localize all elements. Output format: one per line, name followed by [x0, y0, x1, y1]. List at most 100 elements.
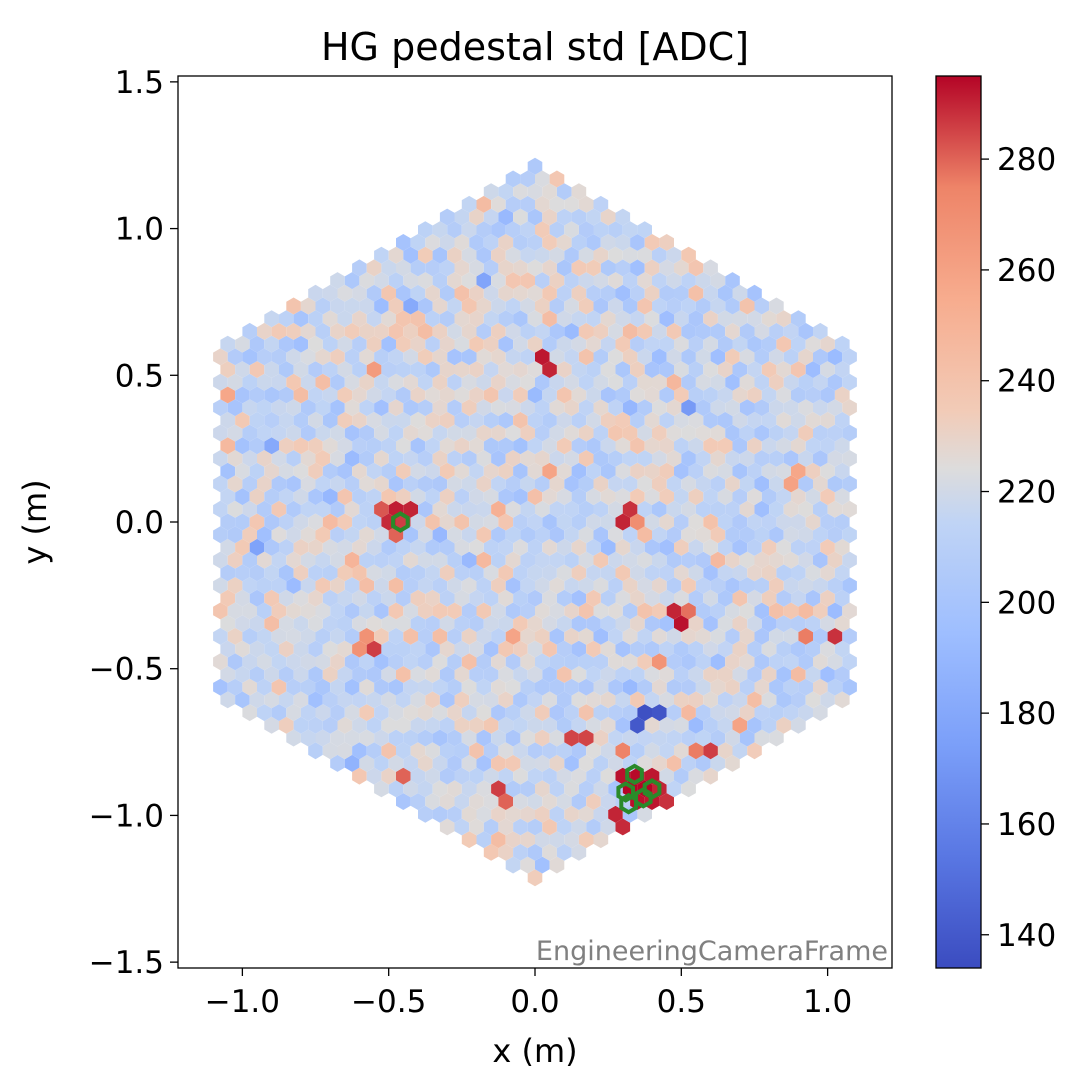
camera-pixel [586, 259, 601, 277]
camera-pixel [235, 538, 250, 556]
camera-pixel [747, 335, 762, 353]
camera-pixel [659, 437, 674, 455]
camera-pixel [403, 602, 418, 620]
camera-pixel [418, 373, 433, 391]
camera-pixel [820, 462, 835, 480]
camera-pixel [235, 691, 250, 709]
camera-pixel [505, 577, 521, 594]
camera-pixel [403, 450, 418, 467]
camera-pixel [461, 475, 477, 493]
camera-pixel [615, 310, 631, 328]
camera-pixel [666, 373, 682, 391]
camera-pixel [666, 729, 682, 747]
camera-pixel [747, 742, 762, 760]
camera-pixel [659, 361, 674, 378]
camera-pixel [293, 488, 309, 506]
camera-pixel [454, 793, 470, 810]
camera-pixel [220, 335, 236, 353]
camera-pixel [556, 411, 572, 429]
camera-pixel [461, 729, 477, 747]
camera-pixel [652, 602, 667, 620]
camera-pixel [491, 450, 506, 467]
camera-pixel [615, 742, 631, 760]
camera-pixel [374, 754, 389, 772]
camera-pixel [432, 805, 448, 823]
camera-pixel [257, 526, 272, 544]
camera-pixel [513, 284, 528, 302]
camera-pixel [235, 589, 250, 607]
camera-pixel [469, 742, 484, 760]
camera-pixel [674, 284, 689, 302]
camera-pixel [549, 805, 565, 823]
camera-pixel [666, 246, 682, 264]
camera-pixel [564, 653, 579, 671]
camera-pixel [586, 742, 601, 760]
camera-pixel [542, 716, 557, 734]
camera-pixel [578, 450, 594, 467]
camera-pixel [476, 831, 492, 849]
camera-pixel [344, 754, 360, 772]
camera-pixel [578, 602, 594, 620]
camera-pixel [227, 348, 243, 366]
camera-pixel [644, 538, 660, 556]
camera-pixel [300, 653, 316, 671]
camera-pixel [447, 754, 462, 772]
colorbar-tick-label: 160 [997, 807, 1056, 843]
camera-pixel [359, 348, 375, 366]
camera-pixel [418, 754, 433, 772]
camera-pixel [791, 335, 806, 353]
camera-pixel [469, 818, 484, 836]
camera-pixel [461, 678, 477, 696]
camera-pixel [483, 361, 499, 378]
camera-pixel [300, 577, 316, 594]
camera-pixel [344, 551, 360, 569]
camera-pixel [447, 322, 462, 340]
camera-pixel [593, 424, 609, 442]
camera-pixel [293, 513, 309, 531]
camera-pixel [535, 399, 550, 417]
camera-pixel [315, 526, 331, 544]
camera-pixel [593, 780, 609, 798]
camera-pixel [622, 551, 638, 569]
camera-pixel [439, 335, 455, 353]
camera-pixel [315, 551, 331, 569]
camera-pixel [461, 754, 477, 772]
camera-pixel [732, 615, 748, 633]
camera-pixel [374, 551, 389, 569]
camera-pixel [300, 373, 316, 391]
camera-pixel [622, 678, 638, 696]
camera-pixel [615, 640, 631, 658]
camera-pixel [674, 666, 689, 683]
camera-pixel [249, 335, 265, 353]
camera-pixel [659, 538, 674, 556]
camera-pixel [622, 221, 638, 239]
chart-title: HG pedestal std [ADC] [321, 25, 749, 69]
camera-pixel [300, 450, 316, 467]
camera-pixel [666, 653, 682, 671]
camera-pixel [842, 653, 857, 671]
camera-pixel [791, 411, 806, 429]
camera-pixel [359, 729, 375, 747]
camera-pixel [483, 462, 499, 480]
camera-pixel [622, 450, 638, 467]
camera-pixel [644, 411, 660, 429]
camera-pixel [754, 704, 770, 722]
camera-pixel [630, 564, 645, 582]
camera-pixel [542, 310, 557, 328]
camera-pixel [447, 627, 462, 645]
camera-pixel [644, 361, 660, 378]
camera-pixel [688, 462, 704, 480]
camera-pixel [498, 564, 514, 582]
camera-pixel [505, 195, 521, 213]
camera-pixel [776, 640, 791, 658]
camera-pixel [615, 615, 631, 633]
camera-pixel [359, 653, 375, 671]
camera-pixel [637, 627, 652, 645]
camera-pixel [666, 348, 682, 366]
camera-pixel [681, 627, 696, 645]
camera-pixel [754, 500, 770, 518]
camera-pixel [293, 361, 309, 378]
camera-pixel [513, 742, 528, 760]
camera-pixel [344, 348, 360, 366]
